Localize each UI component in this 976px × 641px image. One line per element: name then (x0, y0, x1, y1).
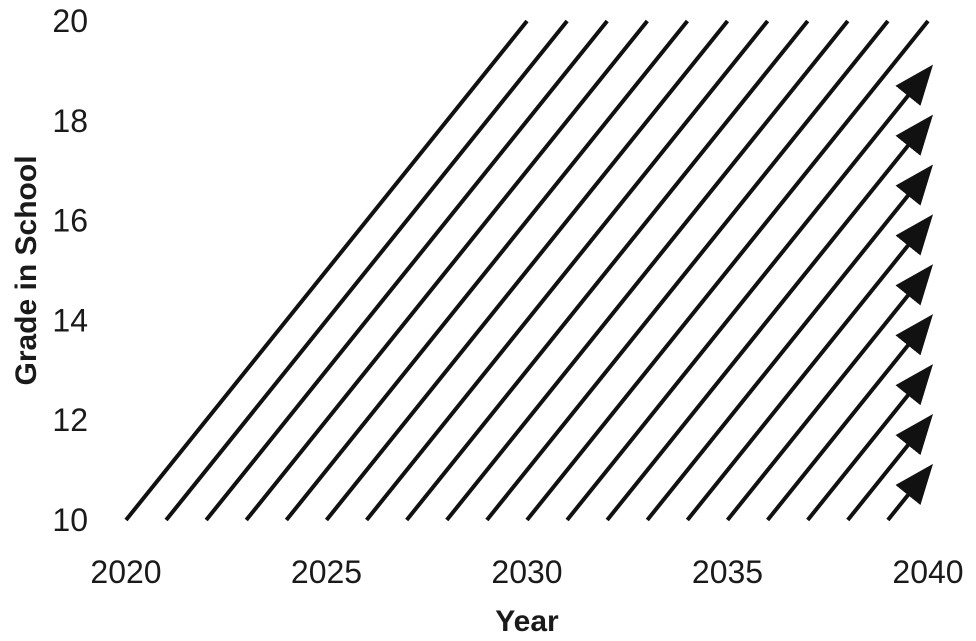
x-tick-labels: 2020 2025 2030 2035 2040 (90, 554, 963, 590)
y-tick-label: 14 (52, 302, 88, 338)
y-axis-title: Grade in School (10, 155, 43, 385)
y-tick-label: 18 (52, 103, 88, 139)
cohort-line-19 (846, 413, 934, 522)
x-axis-title: Year (495, 605, 559, 638)
cohort-lines (124, 19, 934, 522)
cohort-line-17 (766, 314, 934, 522)
cohort-line-1 (124, 19, 529, 522)
cohort-line-3 (204, 19, 609, 522)
cohort-line-7 (365, 19, 770, 522)
y-tick-label: 20 (52, 3, 88, 39)
cohort-line-2 (164, 19, 569, 522)
y-tick-label: 16 (52, 203, 88, 239)
cohort-line-5 (284, 19, 689, 522)
cohort-line-8 (405, 19, 810, 522)
cohort-line-4 (244, 19, 649, 522)
x-tick-label: 2025 (291, 554, 362, 590)
cohort-line-10 (485, 19, 890, 522)
y-tick-label: 10 (52, 502, 88, 538)
cohort-line-16 (725, 264, 934, 522)
y-tick-label: 12 (52, 402, 88, 438)
cohort-line-14 (645, 164, 934, 522)
cohort-line-18 (806, 364, 934, 522)
cohort-line-6 (324, 19, 730, 522)
y-tick-labels: 10 12 14 16 18 20 (52, 3, 88, 538)
x-tick-label: 2020 (90, 554, 161, 590)
x-tick-label: 2040 (892, 554, 963, 590)
cohort-line-11 (525, 19, 930, 522)
cohort-line-15 (685, 214, 934, 522)
cohort-line-12 (565, 64, 934, 522)
x-tick-label: 2035 (692, 554, 763, 590)
cohort-line-9 (445, 19, 850, 522)
cohort-line-20 (886, 463, 934, 522)
x-tick-label: 2030 (491, 554, 562, 590)
cohort-line-13 (605, 114, 934, 522)
